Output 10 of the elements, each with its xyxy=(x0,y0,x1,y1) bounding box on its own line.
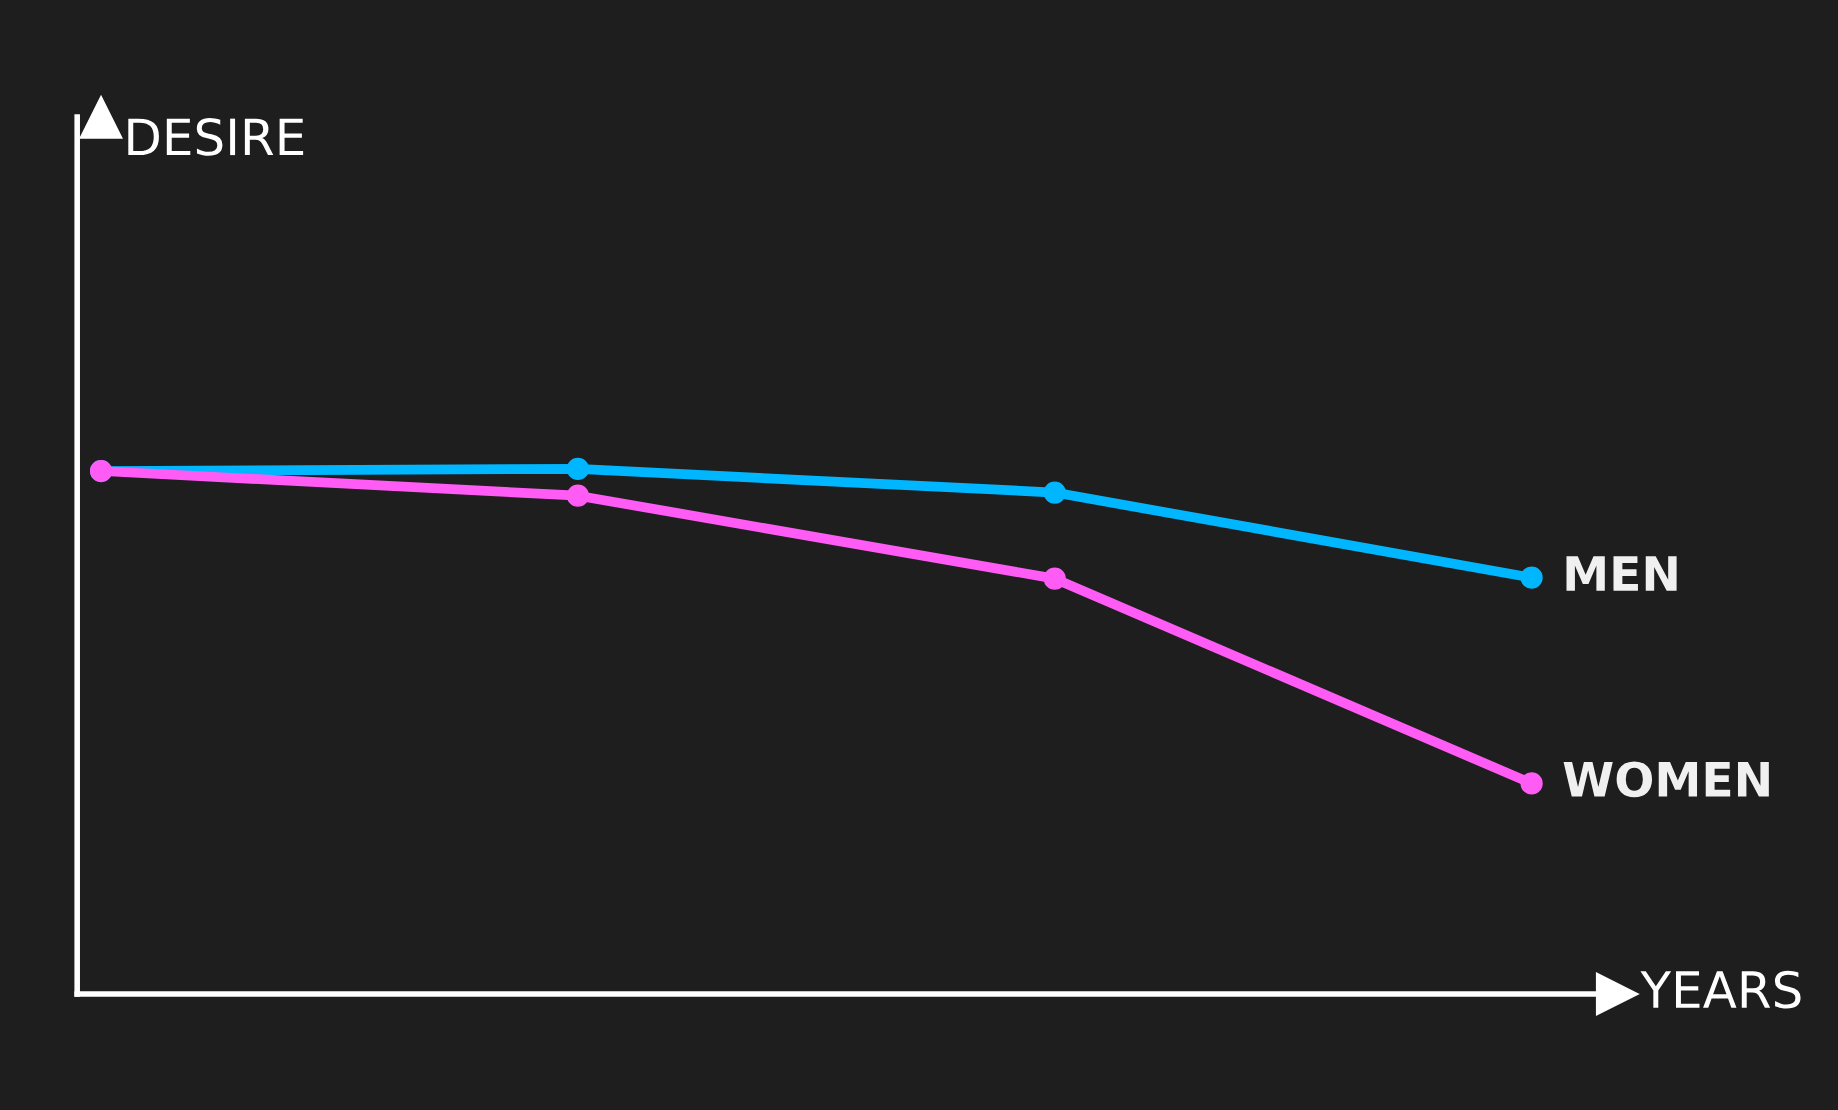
series-label: MEN xyxy=(1566,556,1677,591)
text: DESIRE xyxy=(128,117,304,156)
point xyxy=(1043,481,1066,504)
point xyxy=(566,457,590,481)
series-label: WOMEN xyxy=(1563,761,1769,798)
point xyxy=(1043,567,1066,590)
point xyxy=(1520,566,1543,589)
x-axis-title: YEARS xyxy=(1640,970,1801,1009)
point xyxy=(1520,772,1543,795)
point xyxy=(566,484,590,507)
